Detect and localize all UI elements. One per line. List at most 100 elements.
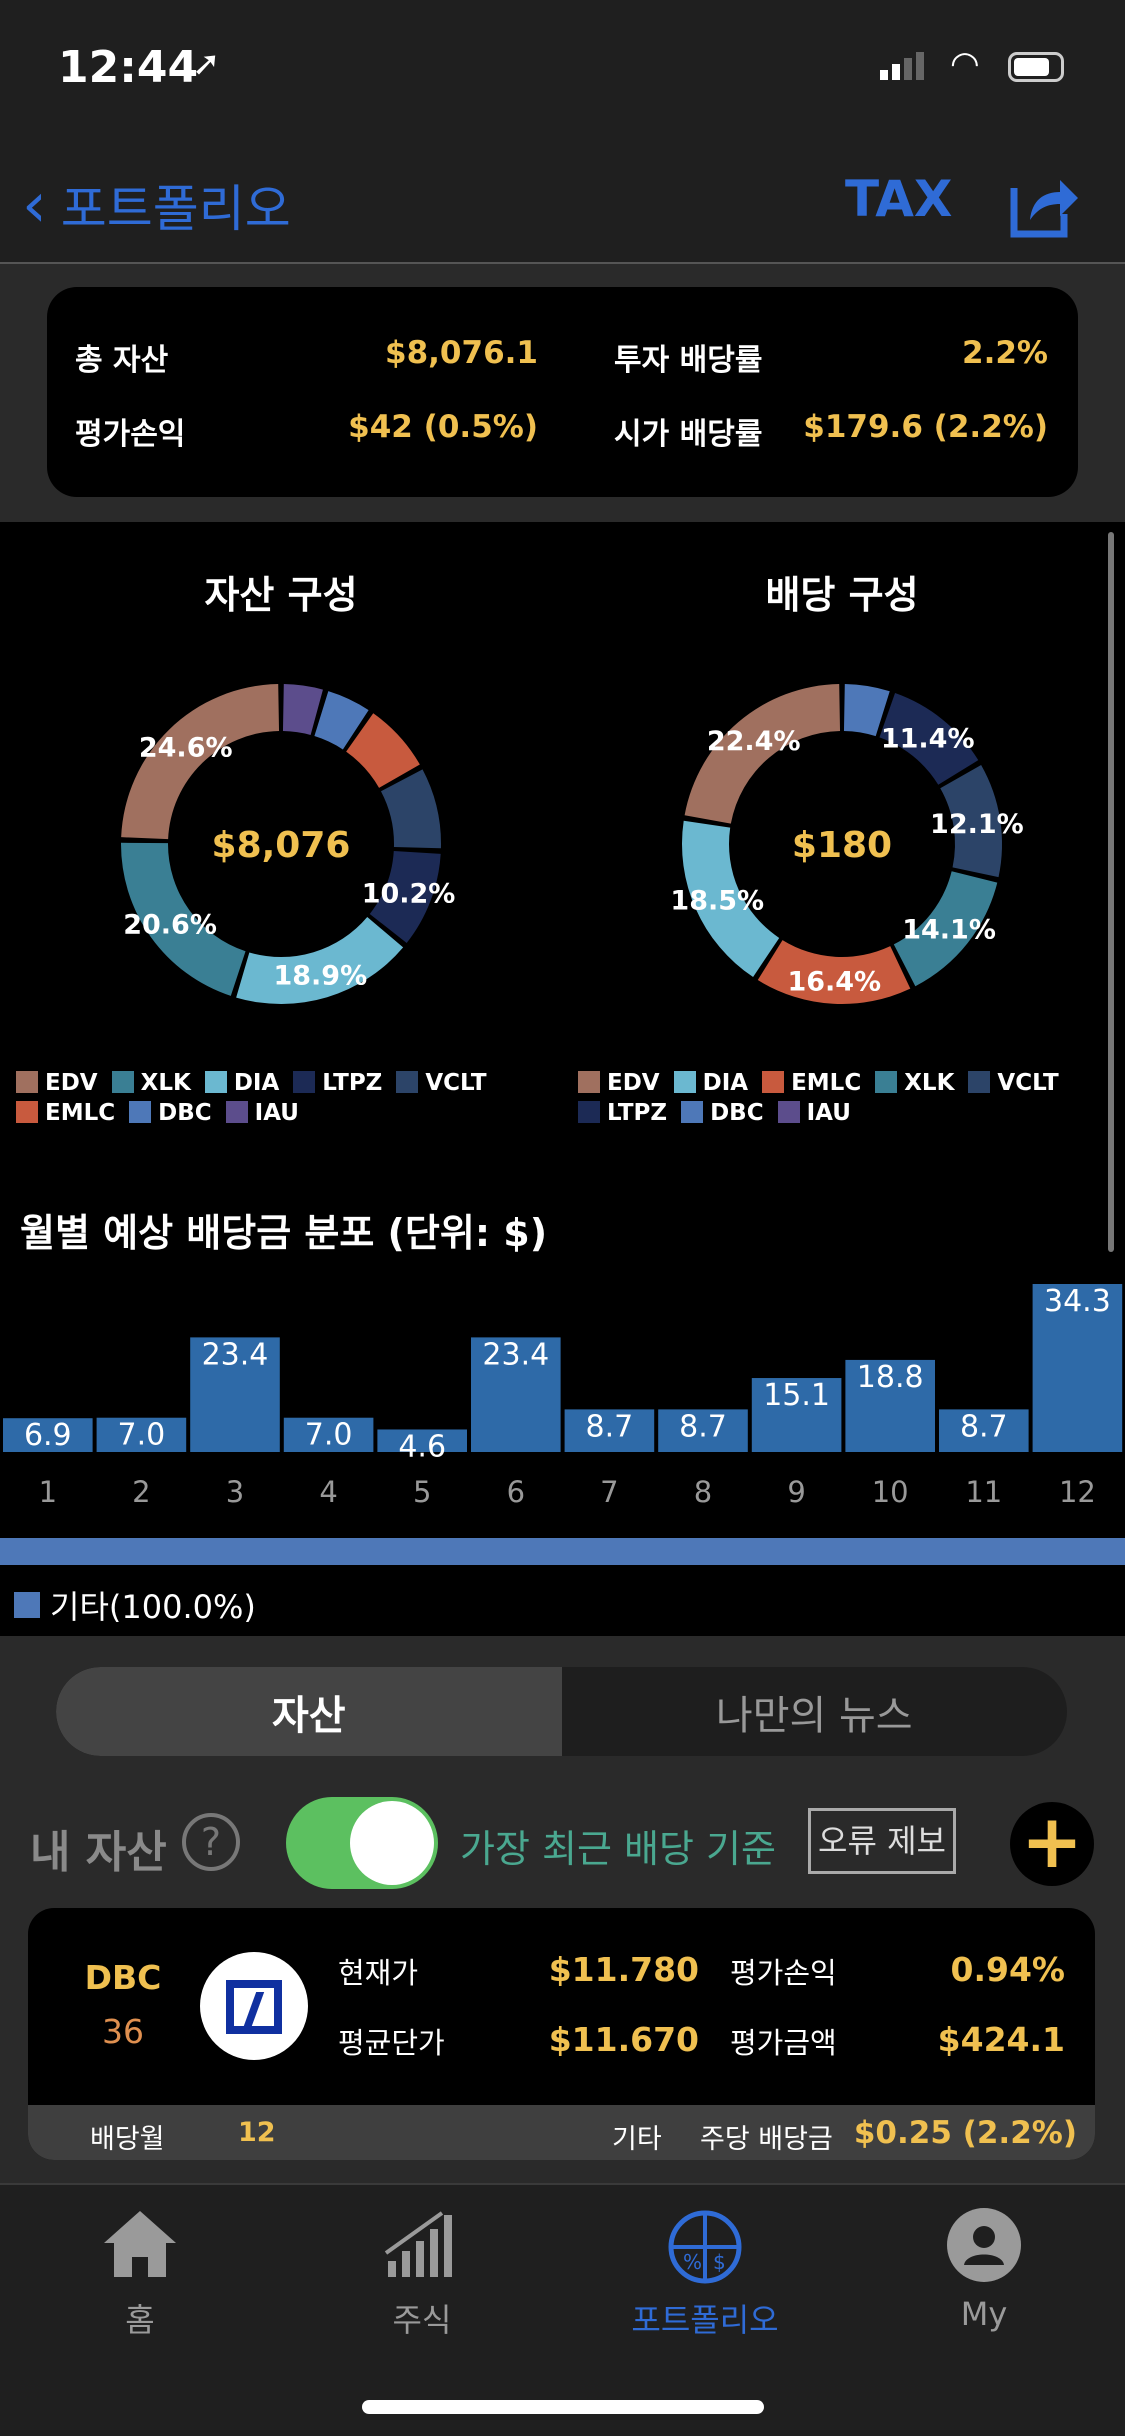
bar-value-label: 7.0: [118, 1418, 166, 1453]
dividend-chart-title: 배당 구성: [765, 573, 919, 617]
slice-xlk: [893, 871, 998, 987]
legend-item: LTPZ: [578, 1100, 667, 1126]
slice-label: 10.2%: [362, 879, 456, 910]
pnl-value: $42 (0.5%): [348, 409, 538, 445]
slice-label: 18.9%: [273, 961, 367, 992]
x-tick-label: 12: [1059, 1475, 1096, 1509]
legend-label: 기타(100.0%): [50, 1588, 256, 1626]
summary-card: 총 자산 $8,076.1 투자 배당률 2.2% 평가손익 $42 (0.5%…: [47, 287, 1078, 497]
donut-charts: 10.2% 18.9% 20.6% 24.6% $8,076 11.4% 12.1% 14.1…: [120, 684, 1024, 1005]
bar-month-11: [939, 1409, 1029, 1452]
price-value: $11.780: [548, 1950, 699, 1989]
legend-item: LTPZ: [293, 1070, 382, 1096]
pnl-label: 평가손익: [730, 1956, 837, 1990]
slice-emlc: [757, 940, 911, 1005]
slice-vclt: [380, 769, 441, 849]
bar-value-label: 18.8: [857, 1360, 924, 1395]
tab-label: 주식: [392, 2301, 452, 2339]
slice-iau: [282, 684, 323, 735]
wifi-icon: ◠: [950, 44, 980, 84]
recent-dividend-toggle[interactable]: [286, 1797, 438, 1889]
tab-portfolio[interactable]: % $ 포트폴리오: [605, 2207, 805, 2339]
tab-assets[interactable]: 자산: [56, 1667, 562, 1756]
help-icon[interactable]: ?: [182, 1813, 240, 1871]
legend-item: DIA: [673, 1070, 748, 1096]
bar-value-label: 8.7: [960, 1409, 1008, 1444]
bar-month-9: [751, 1378, 842, 1452]
tab-stocks[interactable]: 주식: [322, 2207, 522, 2339]
slice-label: 14.1%: [902, 915, 996, 946]
add-button[interactable]: +: [1010, 1802, 1094, 1886]
legend-item: XLK: [875, 1070, 954, 1096]
asset-chart-title: 자산 구성: [204, 573, 358, 617]
back-button[interactable]: ‹ 포트폴리오: [22, 168, 291, 241]
legend-item: VCLT: [968, 1070, 1059, 1096]
x-tick-label: 11: [965, 1475, 1002, 1509]
bar-value-label: 34.3: [1044, 1284, 1111, 1319]
bar-month-10: [845, 1359, 935, 1452]
invest-yield-value: 2.2%: [962, 335, 1048, 371]
holding-shares: 36: [102, 2012, 144, 2051]
bar-month-8: [658, 1409, 748, 1452]
bar-value-label: 7.0: [305, 1418, 353, 1453]
signal-icon: [880, 52, 924, 80]
slice-dia: [682, 820, 780, 978]
invest-yield-label: 투자 배당률: [614, 343, 763, 378]
legend-item: DIA: [204, 1070, 279, 1096]
legend-swatch: [14, 1592, 40, 1618]
tab-home[interactable]: 홈: [40, 2207, 240, 2339]
holding-card[interactable]: DBC 36 현재가 $11.780 평가손익 0.94% 평균단가 $11.6…: [28, 1908, 1095, 2160]
tax-button[interactable]: TAX: [845, 170, 953, 228]
avg-price-value: $11.670: [548, 2020, 699, 2059]
location-icon: ➚: [192, 44, 221, 84]
tab-my-news[interactable]: 나만의 뉴스: [715, 1692, 913, 1739]
tab-label: 홈: [125, 2301, 155, 2339]
legend-item: IAU: [225, 1100, 299, 1126]
bar-value-label: 15.1: [763, 1378, 830, 1413]
bar-month-5: [377, 1429, 467, 1452]
legend-item: EMLC: [762, 1070, 861, 1096]
home-indicator: [362, 2400, 764, 2414]
bar-month-2: [96, 1417, 187, 1452]
bar-month-4: [283, 1417, 374, 1452]
tab-bar: 홈 주식 % $ 포트폴리오 My: [0, 2183, 1125, 2436]
bar-value-label: 8.7: [586, 1409, 634, 1444]
back-label: 포트폴리오: [60, 179, 291, 238]
chevron-left-icon: ‹: [22, 168, 47, 241]
share-icon[interactable]: [1008, 170, 1080, 240]
x-tick-label: 3: [226, 1475, 244, 1509]
x-tick-label: 9: [787, 1475, 805, 1509]
legend-item: EDV: [578, 1070, 660, 1096]
slice-label: 16.4%: [787, 966, 881, 997]
bar-month-6: [471, 1337, 561, 1452]
asset-legend: EDV XLK DIA LTPZ VCLT EMLC DBC IAU: [16, 1070, 536, 1126]
total-assets-label: 총 자산: [75, 343, 169, 378]
total-assets-value: $8,076.1: [385, 335, 538, 371]
report-error-button[interactable]: 오류 제보: [808, 1808, 956, 1874]
tab-label: My: [960, 2295, 1008, 2333]
monthly-dividend-chart: 6.9 1 7.0 2 23.4 3 7.0 4 4.6 5 23.4 6 8.7 7 8.7 8 15.1 9 1…: [3, 1284, 1123, 1509]
status-bar: 12:44 ➚ ◠: [0, 0, 1125, 140]
bar-month-7: [564, 1409, 655, 1452]
slice-dia: [236, 917, 404, 1004]
slice-xlk: [120, 842, 246, 996]
market-yield-label: 시가 배당률: [614, 417, 763, 452]
scrollbar[interactable]: [1108, 532, 1114, 1252]
slice-label: 11.4%: [881, 724, 975, 755]
holding-logo: [200, 1952, 308, 2060]
slice-ltpz: [879, 693, 979, 785]
tab-label: 포트폴리오: [631, 2301, 779, 2339]
x-tick-label: 10: [872, 1475, 909, 1509]
bar-chart-title: 월별 예상 배당금 분포 (단위: $): [20, 1211, 548, 1255]
x-tick-label: 7: [600, 1475, 618, 1509]
pnl-label: 평가손익: [75, 417, 186, 452]
x-tick-label: 6: [507, 1475, 525, 1509]
eval-amount-value: $424.1: [937, 2020, 1065, 2059]
segmented-control: 자산 나만의 뉴스: [56, 1667, 1067, 1756]
holding-footer: 배당월 12 기타 주당 배당금 $0.25 (2.2%): [28, 2105, 1095, 2160]
div-month-label: 배당월: [90, 2124, 165, 2155]
svg-text:%: %: [683, 2250, 702, 2274]
nav-bar: ‹ 포트폴리오 TAX: [0, 140, 1125, 264]
tab-my[interactable]: My: [884, 2207, 1084, 2333]
x-tick-label: 2: [132, 1475, 150, 1509]
